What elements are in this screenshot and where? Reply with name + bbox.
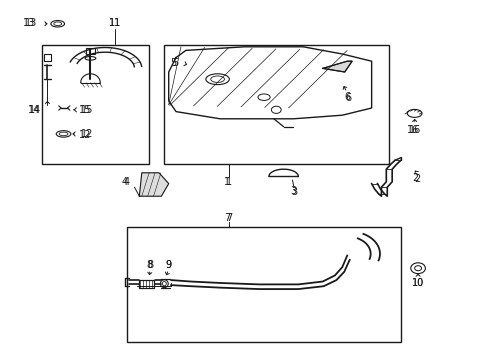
- Text: 2: 2: [412, 173, 418, 183]
- Text: 7: 7: [224, 213, 230, 223]
- Bar: [41, 45, 149, 164]
- Text: 9: 9: [165, 260, 171, 270]
- Bar: [163, 45, 388, 164]
- Text: 2: 2: [413, 174, 419, 184]
- Text: 15: 15: [81, 105, 93, 115]
- Bar: [127, 227, 400, 342]
- Text: 8: 8: [147, 260, 153, 270]
- Text: 4: 4: [123, 177, 129, 187]
- Text: 1: 1: [224, 177, 230, 187]
- Bar: [139, 280, 154, 288]
- Text: 6: 6: [345, 93, 350, 103]
- Text: 10: 10: [411, 278, 424, 288]
- Text: 14: 14: [28, 105, 41, 115]
- Text: 3: 3: [290, 186, 296, 196]
- Text: 5: 5: [170, 58, 176, 68]
- Text: 10: 10: [411, 278, 424, 288]
- Text: 12: 12: [81, 129, 93, 139]
- Text: 11: 11: [108, 18, 121, 28]
- Bar: [85, 48, 95, 54]
- Text: 13: 13: [24, 18, 37, 28]
- Text: 5: 5: [172, 58, 178, 68]
- Text: 14: 14: [29, 105, 41, 115]
- Text: 1: 1: [225, 177, 231, 187]
- Text: 16: 16: [406, 125, 419, 135]
- Text: 13: 13: [23, 18, 36, 28]
- Polygon shape: [139, 173, 168, 196]
- Text: 12: 12: [79, 130, 92, 140]
- Text: 9: 9: [165, 260, 171, 270]
- Text: 7: 7: [225, 213, 231, 223]
- Text: 15: 15: [79, 105, 92, 115]
- Text: 3: 3: [290, 186, 296, 197]
- Text: 11: 11: [108, 18, 121, 28]
- Text: 4: 4: [122, 177, 127, 187]
- Text: 8: 8: [146, 260, 152, 270]
- Text: 16: 16: [407, 125, 420, 135]
- Polygon shape: [322, 61, 351, 72]
- Text: 6: 6: [344, 92, 349, 102]
- Bar: [44, 54, 51, 61]
